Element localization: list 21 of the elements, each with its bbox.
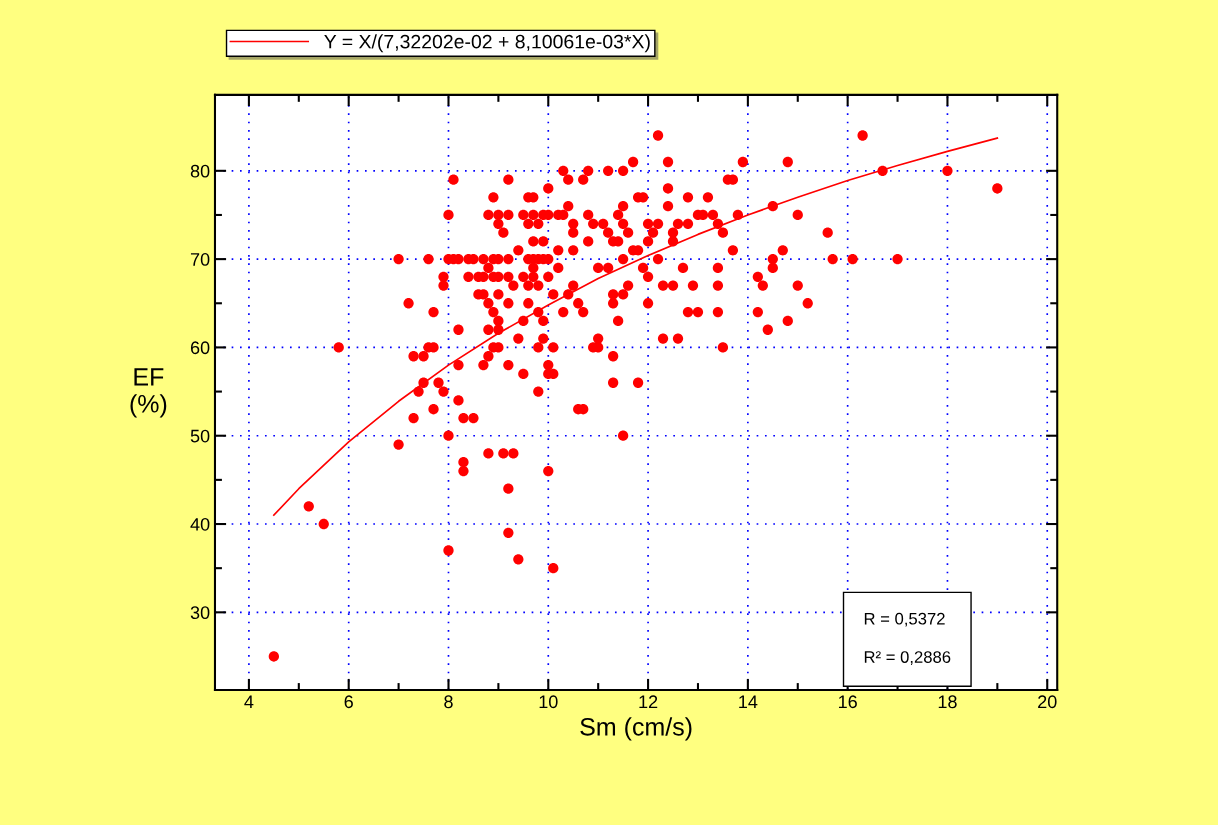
x-tick-label: 20 (1038, 695, 1057, 709)
y-axis-title: EF (%) (130, 368, 167, 418)
y-tick-label: 50 (190, 429, 210, 443)
y-tick-label: 30 (190, 606, 210, 620)
legend-label: Y = X/(7,32202e-02 + 8,10061e-03*X) (324, 34, 650, 53)
x-tick-label: 10 (539, 695, 558, 709)
x-tick-label: 4 (244, 695, 254, 708)
x-axis-title: Sm (cm/s) (580, 717, 692, 741)
y-tick-label: 80 (190, 164, 210, 178)
annotation: R = 0,5372 (864, 612, 945, 627)
y-tick-label: 60 (190, 341, 210, 355)
line-series (273, 137, 999, 517)
y-tick-label: 40 (190, 517, 210, 531)
x-tick-label: 14 (739, 695, 758, 708)
annotation: R² = 0,2886 (864, 651, 951, 665)
x-tick-label: 6 (344, 695, 353, 709)
x-tick-label: 8 (444, 695, 453, 709)
x-tick-label: 16 (839, 695, 857, 709)
x-tick-label: 12 (639, 695, 658, 708)
y-tick-label: 70 (190, 253, 210, 266)
x-tick-label: 18 (938, 695, 957, 709)
